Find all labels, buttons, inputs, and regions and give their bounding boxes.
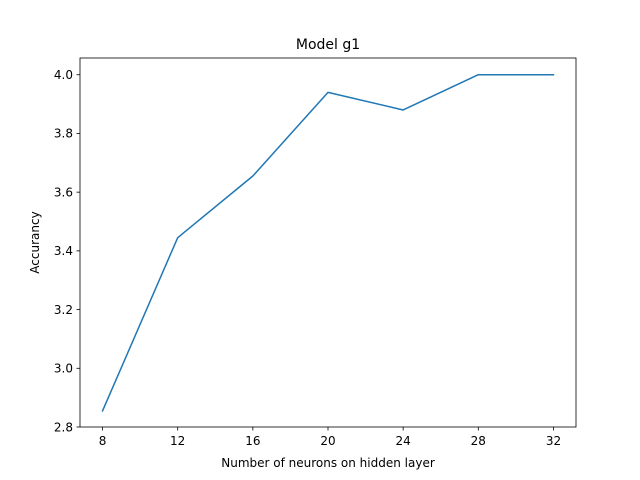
y-tick-label: 3.0 bbox=[54, 362, 73, 376]
y-tick-label: 3.6 bbox=[54, 185, 73, 199]
chart-title: Model g1 bbox=[296, 37, 360, 53]
x-tick-label: 24 bbox=[396, 434, 411, 448]
y-tick-label: 4.0 bbox=[54, 68, 73, 82]
x-tick-label: 28 bbox=[471, 434, 486, 448]
series-line bbox=[101, 73, 555, 412]
x-tick-label: 32 bbox=[546, 434, 561, 448]
axis-ticks: 8 12 16 20 24 28 32 2.8 3.0 3.2 3.4 3.6 3.8 4.0 bbox=[54, 68, 561, 448]
x-tick-label: 16 bbox=[245, 434, 260, 448]
y-axis-label: Accurancy bbox=[28, 211, 42, 273]
y-tick-label: 3.8 bbox=[54, 127, 73, 141]
x-axis-label: Number of neurons on hidden layer bbox=[221, 456, 435, 470]
x-tick-label: 8 bbox=[99, 434, 107, 448]
x-tick-label: 12 bbox=[170, 434, 185, 448]
x-tick-label: 20 bbox=[320, 434, 335, 448]
y-tick-label: 2.8 bbox=[54, 420, 73, 434]
y-tick-label: 3.2 bbox=[54, 303, 73, 317]
y-tick-label: 3.4 bbox=[54, 244, 73, 258]
plot-area bbox=[80, 58, 576, 427]
plot-frame bbox=[79, 57, 577, 428]
